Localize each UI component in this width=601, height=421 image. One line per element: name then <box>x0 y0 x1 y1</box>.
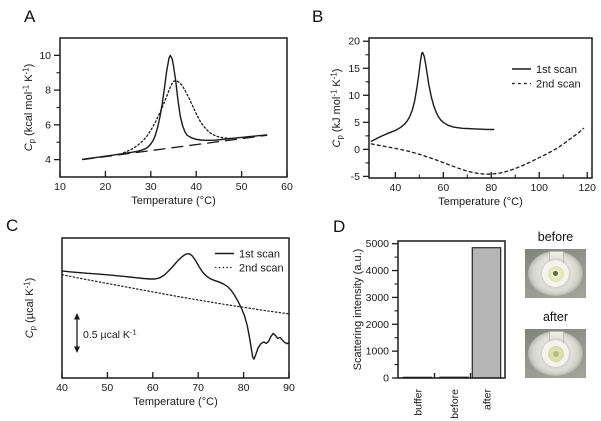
x-axis-title: Temperature (°C) <box>133 396 217 408</box>
y-tick-label: 10 <box>39 50 51 62</box>
x-tick-label: 60 <box>281 181 293 193</box>
panel-label-a: A <box>24 7 36 26</box>
panel-label-d: D <box>333 217 346 236</box>
y-axis-title: Cp (kJ mol-1 K-1) <box>330 69 345 148</box>
y-tick-label: 5000 <box>366 238 390 250</box>
x-tick-label: 10 <box>54 181 66 193</box>
y-axis-title: Scattering intensity (a.u.) <box>352 249 364 371</box>
legend-label: 1st scan <box>239 249 280 261</box>
vial-dish <box>528 331 583 376</box>
x-tick-label: 20 <box>100 181 112 193</box>
y-tick-label: 15 <box>348 63 360 75</box>
x-tick-label: 60 <box>437 182 449 194</box>
plot-frame <box>59 37 288 178</box>
sample-center-dot <box>552 350 559 357</box>
x-tick-label: 70 <box>192 382 204 394</box>
bar-after <box>471 247 502 379</box>
bar-category-label: after <box>482 389 494 411</box>
y-axis-title-group: Scattering intensity (a.u.) <box>352 249 364 371</box>
scalebar-label: 0.5 µcal K-1 <box>83 328 137 341</box>
y-tick-label: 6 <box>45 119 51 131</box>
series-1st-scan <box>370 51 495 142</box>
x-tick-label: 90 <box>283 382 295 394</box>
y-tick-label: 0 <box>354 144 360 156</box>
y-axis-title: Cp (µcal K-1) <box>23 278 38 339</box>
vial-photo-before <box>525 249 586 298</box>
series-2nd-scan <box>61 274 290 315</box>
y-tick-label: 3000 <box>366 292 390 304</box>
y-tick-label: -5 <box>351 171 360 183</box>
y-axis-title-group: Cp (kJ mol-1 K-1) <box>330 69 345 148</box>
y-tick-label: 1000 <box>366 346 390 358</box>
panel-label-b: B <box>312 7 324 26</box>
x-tick-label: 50 <box>102 382 114 394</box>
scalebar-arrow-top <box>74 313 80 320</box>
photo-label-before: before <box>537 230 574 244</box>
x-tick-label: 50 <box>236 181 248 193</box>
bar-category-label: before <box>449 389 461 419</box>
panel-a-chart: 4 6 8 10 10 20 30 40 50 60 Temperature (°C) Cp (kca… <box>22 37 293 207</box>
x-tick-label: 120 <box>578 182 596 194</box>
bar-category-label-group: buffer <box>413 389 425 416</box>
series-2nd-scan <box>370 127 585 175</box>
series-1st-scan <box>81 54 268 161</box>
panel-c-chart: 40 50 60 70 80 90 Temperature (°C) Cp (µcal K-1… <box>23 237 295 408</box>
scalebar-arrow-bottom <box>74 346 80 353</box>
panel-b-chart: -5 0 5 10 15 20 40 60 80 100 120 Temperature (°C) Cp… <box>330 36 597 208</box>
x-axis-title: Temperature (°C) <box>438 196 522 208</box>
x-tick-label: 40 <box>190 181 202 193</box>
legend-label: 1st scan <box>536 64 577 76</box>
y-axis-title-group: Cp (µcal K-1) <box>23 278 38 339</box>
y-tick-label: 4000 <box>366 265 390 277</box>
bar-category-label-group: after <box>482 389 494 411</box>
y-tick-label: 10 <box>348 90 360 102</box>
plot-frame <box>368 37 593 179</box>
y-tick-label: 4 <box>45 154 51 166</box>
y-tick-label: 0 <box>383 373 389 385</box>
bar-category-label: buffer <box>413 389 425 416</box>
x-tick-label: 100 <box>530 182 548 194</box>
plot-frame <box>61 237 290 379</box>
series-baseline <box>82 134 268 161</box>
panel-label-c: C <box>6 216 19 235</box>
series-1st-scan <box>61 252 290 360</box>
x-tick-label: 80 <box>485 182 497 194</box>
x-tick-label: 80 <box>238 382 250 394</box>
y-tick-label: 5 <box>354 117 360 129</box>
photo-label-after: after <box>542 310 568 324</box>
legend-label: 2nd scan <box>239 263 284 275</box>
legend-label: 2nd scan <box>536 79 581 91</box>
y-tick-label: 2000 <box>366 319 390 331</box>
bar-category-label-group: before <box>449 389 461 419</box>
y-axis-title: Cp (kcal mol-1 K-1) <box>22 64 37 152</box>
y-tick-label: 20 <box>348 36 360 48</box>
vial-photo-after <box>525 329 586 378</box>
x-axis-title: Temperature (°C) <box>131 195 215 207</box>
x-tick-label: 60 <box>147 382 159 394</box>
plot-frame <box>397 240 506 379</box>
y-axis-title-group: Cp (kcal mol-1 K-1) <box>22 64 37 152</box>
x-tick-label: 40 <box>390 182 402 194</box>
x-tick-label: 40 <box>56 382 68 394</box>
sample-center-dot <box>553 271 558 276</box>
x-tick-label: 30 <box>145 181 157 193</box>
y-tick-label: 8 <box>45 85 51 97</box>
vial-dish <box>528 251 583 296</box>
series-2nd-scan <box>122 79 231 154</box>
